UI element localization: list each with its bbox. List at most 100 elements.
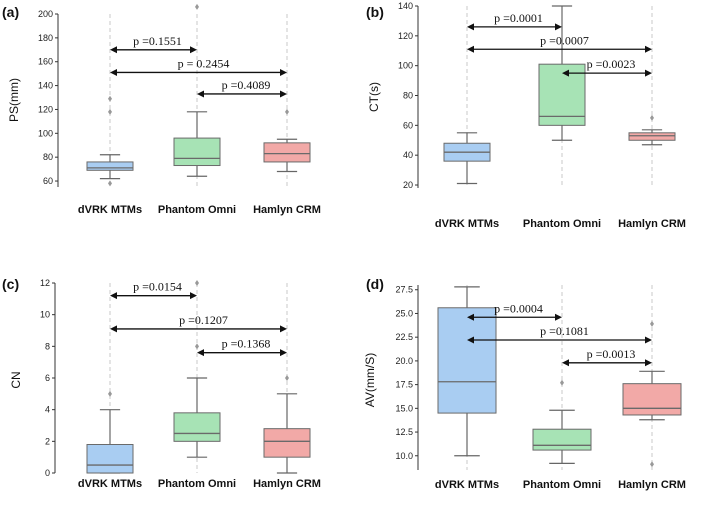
y-tick-label: 2 — [45, 436, 50, 446]
y-tick-label: 120 — [398, 31, 413, 41]
box-2 — [532, 428, 592, 451]
panel-label: (d) — [366, 276, 384, 292]
p-value-label: p =0.0001 — [494, 11, 543, 25]
y-tick-label: 15.0 — [395, 403, 413, 413]
category-label: Phantom Omni — [158, 478, 236, 490]
y-tick-label: 12 — [40, 278, 50, 288]
category-label: Hamlyn CRM — [253, 204, 321, 216]
y-tick-label: 12.5 — [395, 427, 413, 437]
y-tick-label: 10 — [40, 310, 50, 320]
box-1 — [437, 307, 497, 414]
y-tick-label: 6 — [45, 373, 50, 383]
y-axis-label: PS(mm) — [7, 78, 21, 122]
box-2 — [173, 412, 221, 442]
y-tick-label: 60 — [403, 120, 413, 130]
outlier-point — [650, 461, 654, 468]
box-3 — [622, 383, 682, 416]
y-tick-label: 0 — [45, 468, 50, 478]
outlier-point — [195, 280, 199, 286]
arrow-head-left — [467, 313, 474, 321]
category-label: dVRK MTMs — [435, 479, 499, 491]
arrow-head-right — [280, 349, 287, 357]
p-value-label: p =0.0004 — [494, 301, 543, 315]
category-label: dVRK MTMs — [78, 204, 142, 216]
p-value-label: p =0.1081 — [540, 324, 589, 338]
y-tick-label: 17.5 — [395, 380, 413, 390]
arrow-head-right — [280, 90, 287, 98]
y-tick-label: 27.5 — [395, 285, 413, 295]
category-label: Hamlyn CRM — [618, 479, 686, 491]
category-label: Phantom Omni — [158, 204, 236, 216]
outlier-point — [195, 3, 199, 10]
arrow-head-left — [467, 23, 474, 31]
category-label: Phantom Omni — [523, 218, 601, 230]
arrow-head-left — [110, 292, 117, 300]
y-tick-label: 200 — [38, 9, 53, 19]
outlier-point — [560, 379, 564, 386]
y-tick-label: 80 — [403, 91, 413, 101]
outlier-point — [108, 390, 112, 397]
p-value-label: p =0.0023 — [587, 57, 636, 71]
box-1 — [86, 161, 134, 171]
p-value-label: p =0.1551 — [133, 34, 182, 48]
arrow-head-left — [562, 69, 569, 77]
y-axis-label: CT(s) — [367, 82, 381, 112]
panel-label: (b) — [366, 4, 384, 20]
category-label: Hamlyn CRM — [618, 218, 686, 230]
outlier-point — [650, 114, 654, 121]
arrow-head-right — [645, 336, 652, 344]
y-tick-label: 60 — [43, 176, 53, 186]
p-value-label: p =0.1207 — [179, 313, 228, 327]
y-tick-label: 140 — [398, 1, 413, 11]
p-value-label: p =0.1368 — [222, 337, 271, 351]
outlier-point — [285, 108, 289, 115]
arrow-head-right — [190, 292, 197, 300]
outlier-point — [108, 95, 112, 102]
arrow-head-right — [280, 325, 287, 333]
y-tick-label: 22.5 — [395, 332, 413, 342]
p-value-label: p =0.0154 — [133, 280, 182, 294]
y-tick-label: 140 — [38, 81, 53, 91]
arrow-head-right — [280, 68, 287, 76]
y-tick-label: 80 — [43, 152, 53, 162]
outlier-point — [285, 375, 289, 381]
y-tick-label: 8 — [45, 341, 50, 351]
outlier-point — [195, 343, 199, 350]
y-axis-label: AV(mm/S) — [363, 353, 377, 407]
arrow-head-right — [645, 69, 652, 77]
arrow-head-left — [562, 359, 569, 367]
box-2 — [538, 63, 586, 126]
chart-panel-3: (c) CN 0 2 4 6 8 10 12 dVRK MTMs Phantom Omni Hamly… — [2, 276, 321, 490]
panel-label: (c) — [2, 276, 19, 292]
chart-panel-4: (d) AV(mm/S) 10.0 12.5 15.0 17.5 20.0 22.5 25.0 2… — [363, 276, 686, 491]
p-value-label: p =0.0013 — [587, 347, 636, 361]
outlier-point — [108, 180, 112, 187]
chart-panel-1: (a) PS(mm) 60 80 100 120 140 160 180 200 dVRK MTMs… — [2, 3, 321, 216]
y-tick-label: 180 — [38, 33, 53, 43]
y-tick-label: 100 — [38, 128, 53, 138]
y-tick-label: 20.0 — [395, 356, 413, 366]
y-tick-label: 20 — [403, 180, 413, 190]
outlier-point — [108, 108, 112, 115]
box-2 — [173, 137, 221, 167]
arrow-head-right — [645, 359, 652, 367]
arrow-head-left — [110, 325, 117, 333]
y-tick-label: 4 — [45, 405, 50, 415]
arrow-head-left — [467, 336, 474, 344]
arrow-head-left — [110, 46, 117, 54]
outlier-point — [650, 320, 654, 327]
p-value-label: p =0.4089 — [222, 78, 271, 92]
y-tick-label: 10.0 — [395, 451, 413, 461]
arrow-head-left — [197, 349, 204, 357]
category-label: Hamlyn CRM — [253, 478, 321, 490]
arrow-head-left — [110, 68, 117, 76]
panel-label: (a) — [2, 4, 19, 20]
category-label: dVRK MTMs — [435, 218, 499, 230]
y-tick-label: 25.0 — [395, 308, 413, 318]
arrow-head-left — [197, 90, 204, 98]
box-1 — [86, 444, 134, 474]
y-tick-label: 160 — [38, 57, 53, 67]
box-3 — [263, 428, 311, 458]
p-value-label: p =0.0007 — [540, 33, 589, 47]
